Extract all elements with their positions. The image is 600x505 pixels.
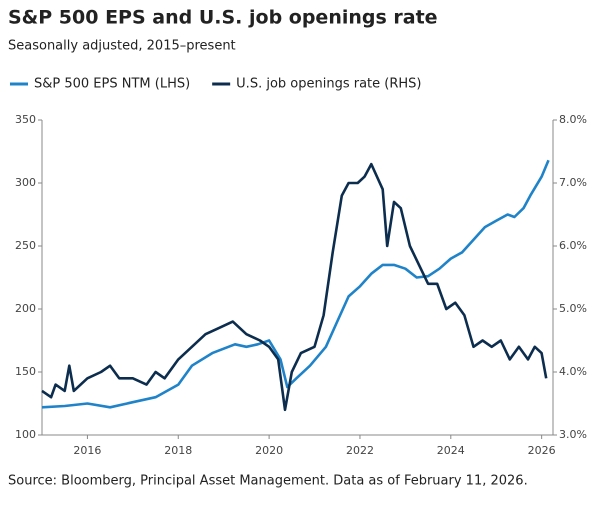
series-line bbox=[41, 162, 548, 412]
x-tick-label: 2022 bbox=[346, 444, 374, 457]
y2-tick-label: 6.0% bbox=[559, 239, 587, 252]
series-line bbox=[41, 159, 550, 409]
chart-title: S&P 500 EPS and U.S. job openings rate bbox=[8, 7, 438, 29]
y2-tick-label: 7.0% bbox=[559, 176, 587, 189]
legend-label: S&P 500 EPS NTM (LHS) bbox=[34, 77, 190, 92]
y2-tick-label: 8.0% bbox=[559, 113, 587, 126]
y2-tick-label: 3.0% bbox=[559, 428, 587, 441]
y2-tick-label: 5.0% bbox=[559, 302, 587, 315]
y-tick-label: 350 bbox=[15, 113, 36, 126]
y-tick-label: 200 bbox=[15, 302, 36, 315]
y2-tick-label: 4.0% bbox=[559, 365, 587, 378]
y-tick-label: 150 bbox=[15, 365, 36, 378]
y-tick-label: 100 bbox=[15, 428, 36, 441]
y-tick-label: 300 bbox=[15, 176, 36, 189]
source-note: Source: Bloomberg, Principal Asset Manag… bbox=[8, 474, 528, 489]
x-tick-label: 2018 bbox=[164, 444, 192, 457]
x-tick-label: 2026 bbox=[528, 444, 556, 457]
chart-subtitle: Seasonally adjusted, 2015–present bbox=[8, 39, 236, 54]
y-tick-label: 250 bbox=[15, 239, 36, 252]
x-tick-label: 2020 bbox=[255, 444, 283, 457]
legend-label: U.S. job openings rate (RHS) bbox=[236, 77, 421, 92]
x-tick-label: 2024 bbox=[437, 444, 465, 457]
x-tick-label: 2016 bbox=[73, 444, 101, 457]
